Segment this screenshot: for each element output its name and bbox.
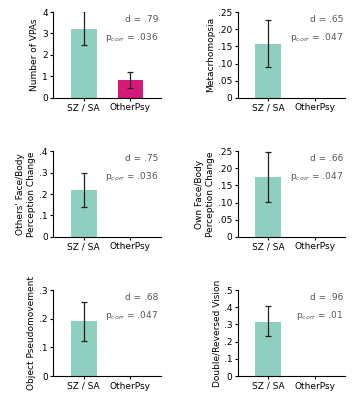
Bar: [256, 44, 281, 98]
Text: p$_{\mathit{corr}}$ = .047: p$_{\mathit{corr}}$ = .047: [290, 31, 343, 44]
Y-axis label: Metacrhomopsia: Metacrhomopsia: [206, 17, 215, 92]
Text: p$_{\mathit{corr}}$ = .047: p$_{\mathit{corr}}$ = .047: [290, 170, 343, 183]
Y-axis label: Number of VPAs: Number of VPAs: [30, 19, 39, 91]
Text: d = .66: d = .66: [310, 154, 343, 163]
Text: d = .79: d = .79: [125, 14, 158, 24]
Bar: [71, 190, 96, 237]
Text: p$_{\mathit{corr}}$ = .01: p$_{\mathit{corr}}$ = .01: [296, 309, 343, 322]
Text: d = .65: d = .65: [310, 14, 343, 24]
Text: d = .96: d = .96: [310, 293, 343, 302]
Y-axis label: Object Pseudomovement: Object Pseudomovement: [27, 276, 36, 390]
Bar: [256, 177, 281, 237]
Text: d = .75: d = .75: [125, 154, 158, 163]
Bar: [256, 322, 281, 376]
Text: p$_{\mathit{corr}}$ = .047: p$_{\mathit{corr}}$ = .047: [105, 309, 158, 322]
Text: p$_{\mathit{corr}}$ = .036: p$_{\mathit{corr}}$ = .036: [105, 170, 158, 183]
Bar: [71, 29, 96, 98]
Text: d = .68: d = .68: [125, 293, 158, 302]
Bar: [71, 321, 96, 376]
Bar: [117, 80, 143, 98]
Y-axis label: Double/Reversed Vision: Double/Reversed Vision: [212, 280, 221, 387]
Text: p$_{\mathit{corr}}$ = .036: p$_{\mathit{corr}}$ = .036: [105, 31, 158, 44]
Y-axis label: Others' Face/Body
Perception Change: Others' Face/Body Perception Change: [16, 151, 36, 237]
Y-axis label: Own Face/Body
Perception Change: Own Face/Body Perception Change: [195, 151, 215, 237]
